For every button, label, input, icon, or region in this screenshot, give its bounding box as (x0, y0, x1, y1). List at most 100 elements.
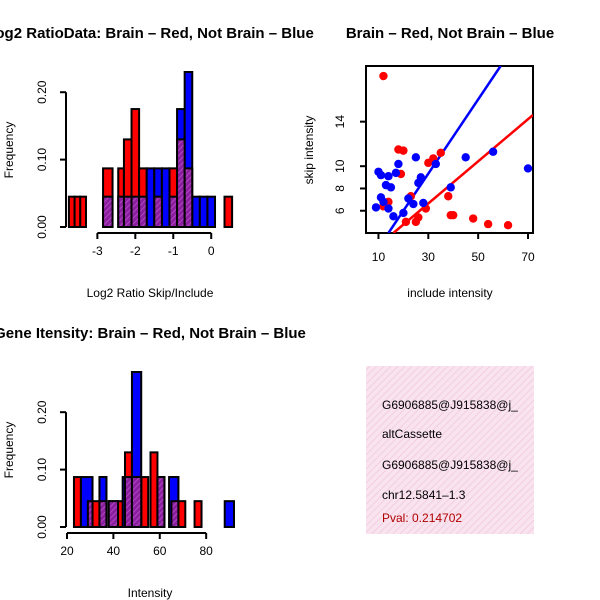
hist2-ylabel: Frequency (2, 422, 16, 479)
hist2-bar-brain-11 (193, 500, 203, 528)
hist2-bar-brain-10 (177, 500, 187, 528)
hist1-title: Log2 RatioData: Brain – Red, Not Brain –… (0, 25, 314, 42)
scatter-x-tick-label: 50 (471, 250, 485, 264)
scatter-intensity: Brain – Red, Not Brain – Blue 10 30 50 70 6 8… (302, 25, 554, 300)
scatter-x-tick-label: 30 (422, 250, 436, 264)
scatter-x-tick-label: 10 (372, 250, 386, 264)
scatter-fit-line-brain (392, 114, 533, 233)
hist2-bar-overlap-3 (123, 476, 133, 528)
hist1-bar-overlap-8 (183, 167, 194, 229)
hist2-y-tick-label: 0.00 (35, 515, 49, 539)
hist2-bar-overlap-0 (86, 500, 94, 528)
scatter-points (371, 71, 533, 230)
hist1-bar-overlap-2 (122, 195, 133, 229)
scatter-point-not-brain-14 (409, 199, 418, 209)
scatter-point-brain-19 (503, 221, 513, 230)
hist2-title: Gene Itensity: Brain – Red, Not Brain – … (0, 325, 306, 342)
scatter-axes: 10 30 50 70 6 8 10 14 (333, 115, 535, 264)
hist1-bar-overlap-0 (102, 195, 114, 229)
scatter-ylabel: skip intensity (302, 116, 316, 185)
hist1-y-tick-label: 0.00 (35, 215, 49, 239)
scatter-y-tick-label: 8 (333, 185, 347, 192)
hist1-bar-overlap-3 (130, 195, 141, 229)
hist2-bars (72, 371, 236, 528)
info-gene-id: G6906885@J915838@j_ (382, 398, 518, 412)
hist2-axes: 0.00 0.10 0.20 20 40 60 80 (35, 400, 213, 558)
hist2-bar-brain-7 (149, 451, 159, 528)
scatter-point-brain-18 (483, 219, 493, 229)
scatter-y-tick-label: 6 (333, 207, 347, 214)
info-panel-background (366, 366, 534, 534)
scatter-point-not-brain-21 (461, 153, 470, 162)
info-panel: G6906885@J915838@j_ altCassette G6906885… (366, 366, 534, 534)
scatter-x-tick-label: 70 (521, 250, 535, 264)
scatter-point-not-brain-0 (371, 203, 381, 212)
scatter-point-not-brain-23 (523, 164, 533, 173)
scatter-point-not-brain-11 (394, 159, 403, 169)
hist2-y-tick-label: 0.20 (35, 400, 49, 424)
scatter-point-not-brain-22 (488, 147, 498, 156)
hist2-bar-overlap-1 (98, 500, 108, 528)
scatter-point-brain-16 (449, 210, 458, 220)
scatter-fit-line-not-brain (387, 66, 502, 233)
hist2-bar-overlap-4 (130, 476, 143, 528)
hist2-bar-overlap-5 (156, 476, 166, 528)
hist1-bar-not-brain-5 (191, 195, 201, 229)
hist1-x-tick-label: 0 (208, 244, 215, 258)
hist1-bars (67, 71, 234, 229)
hist-log2-ratio: Log2 RatioData: Brain – Red, Not Brain –… (0, 25, 314, 300)
scatter-point-not-brain-12 (399, 208, 408, 218)
scatter-point-brain-5 (399, 146, 408, 155)
info-location: chr12.5841–1.3 (382, 488, 466, 502)
hist1-bar-not-brain-6 (198, 195, 209, 229)
hist1-bar-overlap-7 (176, 138, 186, 229)
hist2-bar-overlap-2 (107, 500, 120, 528)
info-junction-id: G6906885@J915838@j_ (382, 458, 518, 472)
hist2-bar-brain-6 (140, 476, 150, 528)
scatter-point-not-brain-6 (384, 204, 393, 213)
hist1-bar-overlap-5 (153, 195, 163, 229)
scatter-point-not-brain-13 (404, 194, 413, 203)
hist2-x-tick-label: 20 (60, 544, 74, 558)
scatter-frame (365, 65, 534, 234)
scatter-y-tick-label: 10 (333, 159, 347, 173)
hist1-x-tick-label: -1 (168, 244, 179, 258)
hist2-x-tick-label: 40 (107, 544, 121, 558)
hist-intensity: Gene Itensity: Brain – Red, Not Brain – … (0, 325, 306, 600)
scatter-point-brain-14 (444, 192, 453, 201)
hist1-y-tick-label: 0.20 (35, 80, 49, 104)
hist2-bar-not-brain-7 (223, 500, 236, 528)
hist2-bar-brain-0 (72, 476, 82, 528)
scatter-title: Brain – Red, Not Brain – Blue (346, 25, 554, 42)
hist1-bar-overlap-4 (138, 195, 148, 229)
scatter-point-not-brain-2 (376, 170, 386, 180)
scatter-point-not-brain-20 (446, 183, 455, 192)
hist1-bar-not-brain-0 (145, 167, 156, 229)
hist1-axes: 0.00 0.10 0.20 -3 -2 -1 0 (35, 80, 215, 258)
scatter-point-not-brain-17 (416, 173, 426, 182)
scatter-point-not-brain-19 (431, 159, 440, 169)
hist1-x-tick-label: -3 (92, 244, 103, 258)
hist1-bar-brain-11 (223, 195, 234, 229)
hist1-bar-not-brain-7 (206, 195, 217, 229)
scatter-y-tick-label: 14 (333, 115, 347, 129)
scatter-point-not-brain-4 (379, 197, 388, 207)
hist2-xlabel: Intensity (128, 586, 173, 600)
scatter-point-not-brain-8 (386, 183, 396, 192)
scatter-point-brain-13 (436, 148, 445, 158)
scatter-point-brain-0 (379, 71, 388, 81)
scatter-fit-lines (387, 66, 533, 233)
hist1-x-tick-label: -2 (130, 244, 141, 258)
hist1-ylabel: Frequency (2, 122, 16, 179)
hist1-bar-overlap-6 (168, 195, 179, 229)
scatter-xlabel: include intensity (407, 286, 492, 300)
scatter-point-not-brain-15 (411, 153, 421, 162)
scatter-point-brain-17 (468, 214, 478, 223)
hist2-x-tick-label: 80 (199, 544, 213, 558)
scatter-point-not-brain-9 (389, 212, 398, 221)
scatter-point-brain-6 (401, 217, 411, 227)
hist1-bar-brain-2 (79, 195, 87, 229)
scatter-point-not-brain-18 (419, 198, 428, 208)
hist2-y-tick-label: 0.10 (35, 458, 49, 482)
